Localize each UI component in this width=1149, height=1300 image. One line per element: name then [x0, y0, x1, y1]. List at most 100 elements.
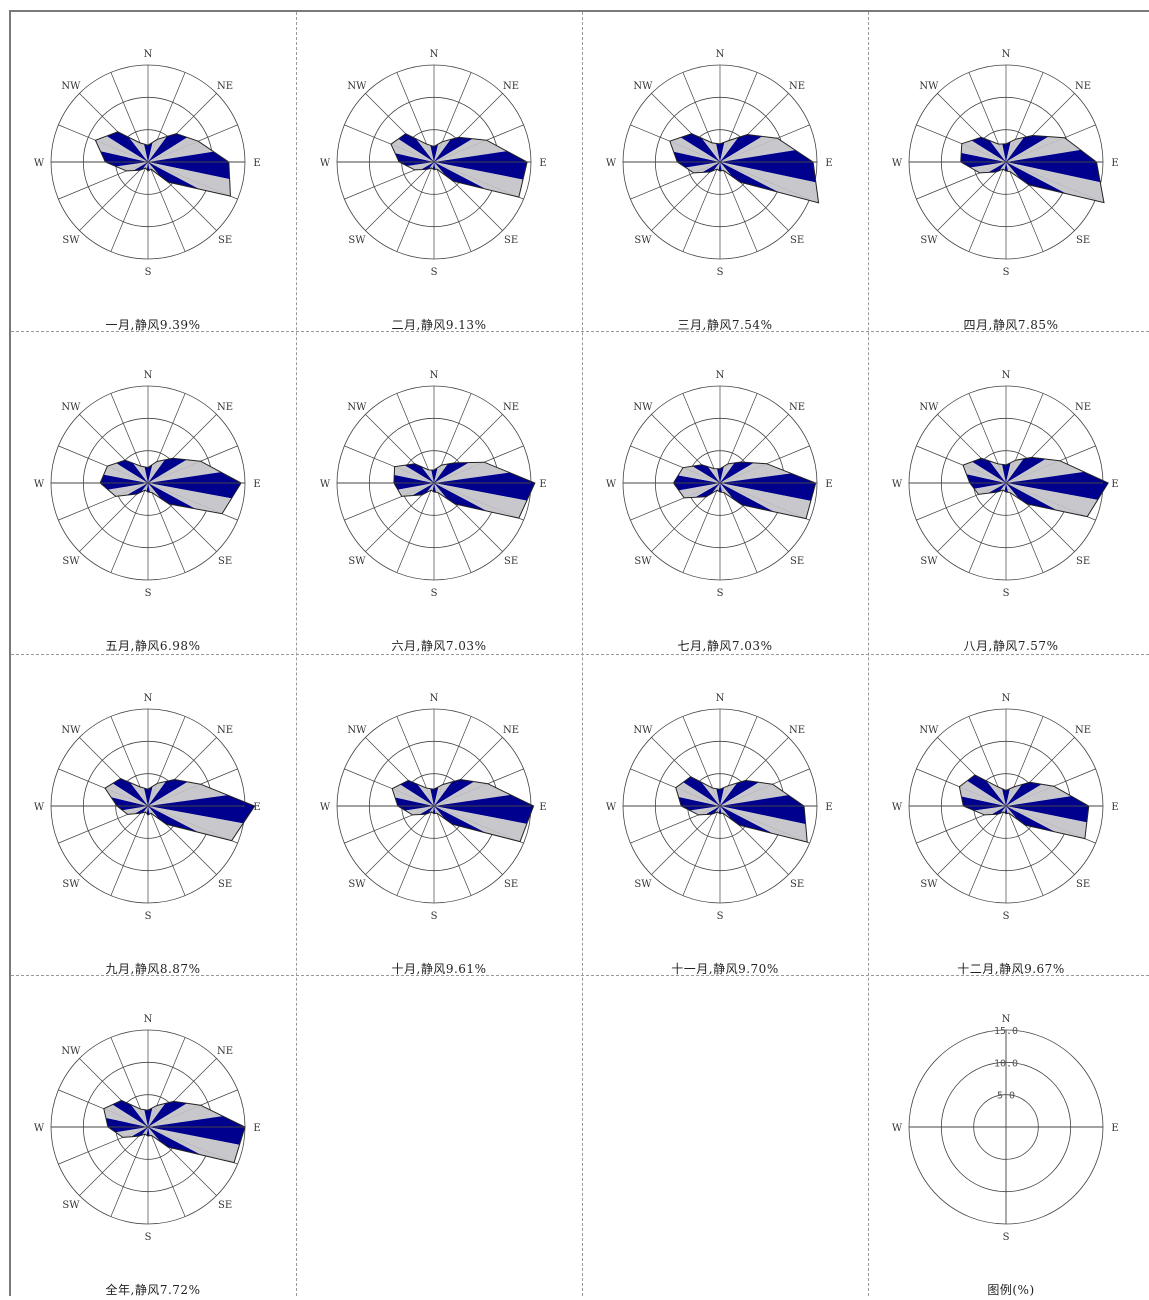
rose-wedge	[720, 483, 811, 519]
rose-wedge	[720, 150, 814, 162]
grid-spoke	[433, 161, 472, 252]
rose-wedge	[434, 483, 438, 493]
rose-wedge	[434, 779, 461, 806]
rose-wedge	[1006, 471, 1109, 483]
rose-wedge	[720, 483, 724, 493]
rose-wedge	[1006, 162, 1008, 172]
direction-label: SW	[348, 235, 366, 246]
rose-wedge	[961, 143, 1006, 162]
rose-wedge	[669, 137, 720, 162]
rose-wedge	[115, 1127, 148, 1138]
rose-wedge	[1006, 483, 1058, 511]
wind-rose-chart: N NE E SE S SW W NW	[606, 49, 833, 278]
panel-caption: 六月,静风7.03%	[391, 639, 487, 653]
figure-frame	[9, 10, 1149, 1296]
rose-wedge	[148, 806, 244, 841]
legend-ring-label: 10.0	[994, 1058, 1018, 1069]
rose-wedge	[148, 458, 187, 483]
direction-label: E	[1111, 1123, 1118, 1134]
rose-wedge	[1006, 806, 1008, 814]
rose-wedge	[712, 142, 720, 162]
rose-wedge	[434, 162, 437, 170]
rose-wedge	[720, 142, 725, 162]
direction-label: W	[320, 158, 331, 169]
grid-spoke	[58, 768, 149, 807]
grid-spoke	[147, 768, 238, 807]
rose-wedge	[1006, 162, 1029, 185]
grid-spoke	[1005, 393, 1044, 484]
rose-wedge	[434, 806, 445, 819]
rose-wedge	[148, 162, 160, 176]
grid-spoke	[396, 393, 435, 484]
rose-wedge	[146, 806, 148, 816]
direction-label: S	[717, 911, 724, 922]
wind-rose-chart: N NE E SE S SW W NW	[34, 1014, 261, 1243]
rose-wedge	[434, 781, 452, 806]
rose-wedge	[717, 806, 720, 813]
rose-wedge	[1006, 139, 1016, 162]
direction-label: S	[431, 588, 438, 599]
rose-wedge	[434, 806, 453, 825]
rose-wedge	[392, 788, 434, 806]
rose-wedge	[144, 788, 148, 806]
grid-spoke	[968, 805, 1007, 896]
rose-wedge	[720, 162, 722, 172]
grid-spoke	[79, 1058, 149, 1128]
grid-spoke	[719, 72, 758, 163]
rose-wedge	[148, 1107, 153, 1127]
direction-label: N	[716, 693, 725, 704]
rose-wedge	[981, 458, 1006, 483]
rose-wedge	[103, 466, 148, 483]
grid-spoke	[433, 716, 472, 807]
rose-wedge	[1002, 143, 1006, 162]
grid-spoke	[344, 768, 435, 807]
rose-wedge	[148, 142, 153, 162]
rose-wedge	[1004, 806, 1006, 814]
rose-wedge	[998, 786, 1006, 806]
rose-wedge	[95, 136, 148, 162]
rose-wedge	[720, 162, 732, 177]
rose-wedge	[1002, 788, 1006, 806]
grid-spoke	[396, 72, 435, 163]
direction-label: NW	[61, 81, 81, 92]
wind-rose-panel: N NE E SE S SW W NW 三月,静风7.54%	[582, 12, 868, 335]
wind-rose-chart: N NE E SE S SW W NW	[606, 370, 833, 599]
direction-label: W	[892, 479, 903, 490]
rose-wedge	[105, 162, 148, 167]
rose-wedge	[1006, 460, 1084, 483]
rose-wedge	[399, 162, 434, 166]
direction-label: SW	[62, 1200, 80, 1211]
wind-rose-chart: N NE E SE S SW W NW	[320, 693, 547, 922]
wind-rose-chart: N NE E SE S SW W NW	[34, 49, 261, 278]
rose-wedge	[148, 1103, 166, 1127]
rose-wedge	[1006, 483, 1010, 493]
rose-wedge	[675, 782, 720, 806]
rose-wedge	[1006, 786, 1072, 806]
rose-wedge	[970, 162, 1006, 173]
grid-spoke	[365, 805, 435, 875]
grid-spoke	[58, 445, 149, 484]
rose-wedge	[140, 142, 148, 162]
rose-wedge	[148, 1101, 188, 1127]
rose-wedge	[434, 138, 487, 162]
direction-label: W	[34, 479, 45, 490]
direction-label: W	[34, 1123, 45, 1134]
grid-spoke	[651, 482, 721, 552]
direction-label: SE	[504, 556, 518, 567]
rose-wedge	[148, 1103, 201, 1127]
wind-rose-chart: N NE E SE S SW W NW	[320, 370, 547, 599]
grid-spoke	[110, 1126, 149, 1217]
legend-panel: 5.0 10.0 15.0 N E S W 图例(%)	[868, 977, 1149, 1300]
rose-wedge	[720, 462, 767, 483]
wind-rose-panel: N NE E SE S SW W NW 四月,静风7.85%	[868, 12, 1149, 335]
rose-wedge	[720, 162, 819, 203]
direction-label: NE	[217, 1046, 233, 1057]
rose-wedge	[106, 131, 148, 162]
rose-wedge	[393, 474, 434, 483]
rose-wedge	[972, 458, 1006, 483]
grid-spoke	[968, 393, 1007, 484]
rose-wedge	[1006, 459, 1060, 483]
rose-wedge	[1004, 483, 1006, 493]
rose-wedge	[116, 806, 148, 811]
